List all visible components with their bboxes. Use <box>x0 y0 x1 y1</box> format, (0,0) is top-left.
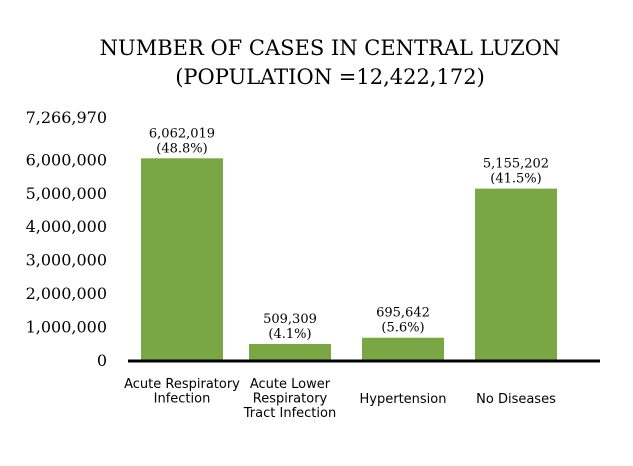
x-category-label: Hypertension <box>360 392 447 407</box>
y-tick-label: 6,000,000 <box>26 150 107 169</box>
data-labels: 6,062,019(48.8%) 509,309(4.1%) 695,642(5.6… <box>149 126 549 342</box>
bar-data-label: (41.5%) <box>490 172 541 187</box>
y-tick-label: 7,266,970 <box>26 108 107 127</box>
y-tick-label: 5,000,000 <box>26 184 107 203</box>
bar <box>249 343 331 361</box>
bar-data-label: 695,642 <box>376 306 430 321</box>
x-category-label: Acute Respiratory <box>124 377 240 392</box>
x-category-label: Infection <box>154 392 211 407</box>
bar-data-label: (5.6%) <box>381 321 424 336</box>
bars <box>141 158 557 361</box>
y-axis-ticks: 0 1,000,000 2,000,000 3,000,000 4,000,000 5,0… <box>26 108 107 370</box>
x-category-label: Respiratory <box>253 392 328 407</box>
y-tick-label: 2,000,000 <box>26 284 107 303</box>
x-category-label: No Diseases <box>476 392 556 407</box>
chart-title-line: NUMBER OF CASES IN CENTRAL LUZON <box>100 36 561 60</box>
bar-data-label: (4.1%) <box>268 327 311 342</box>
bar-data-label: 6,062,019 <box>149 126 215 141</box>
chart-title: NUMBER OF CASES IN CENTRAL LUZON (POPULAT… <box>100 36 561 89</box>
bar <box>362 337 444 361</box>
bar-data-label: 5,155,202 <box>483 157 549 172</box>
y-tick-label: 3,000,000 <box>26 251 107 270</box>
bar-data-label: 509,309 <box>263 312 317 327</box>
y-tick-label: 4,000,000 <box>26 217 107 236</box>
y-tick-label: 0 <box>97 351 107 370</box>
x-category-label: Tract Infection <box>243 406 336 421</box>
chart-title-line: (POPULATION =12,422,172) <box>175 65 485 89</box>
bar <box>141 158 223 361</box>
x-category-label: Acute Lower <box>250 377 331 392</box>
bar <box>475 188 557 361</box>
bar-data-label: (48.8%) <box>156 141 207 156</box>
y-tick-label: 1,000,000 <box>26 318 107 337</box>
